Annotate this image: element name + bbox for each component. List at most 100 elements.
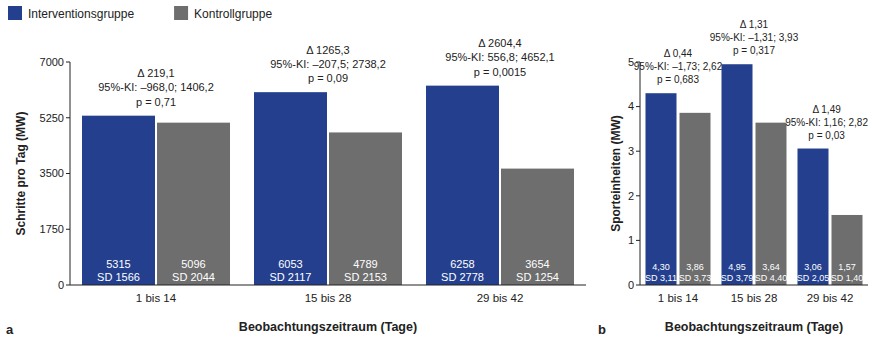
chart-b: 4,30SD 3,113,86SD 3,734,95SD 3,793,64SD … — [598, 19, 868, 337]
data-label: 3,86 — [686, 262, 704, 272]
annotation: 95%-KI: –207,5; 2738,2 — [270, 58, 386, 70]
bars — [646, 64, 863, 285]
x-tick-label: 29 bis 42 — [807, 292, 854, 304]
annotation: Δ 0,44 — [664, 48, 693, 59]
sd-label: SD 3,11 — [645, 273, 677, 283]
y-tick — [66, 285, 70, 286]
y-tick — [636, 285, 640, 286]
annotation: Δ 1,49 — [812, 104, 841, 115]
x-axis-line — [640, 285, 868, 286]
data-labels: 4,30SD 3,113,86SD 3,734,95SD 3,793,64SD … — [645, 262, 863, 283]
legend-label: Kontrollgruppe — [194, 7, 272, 21]
y-tick — [66, 62, 70, 63]
x-axis-label: Beobachtungszeitraum (Tage) — [665, 320, 843, 334]
x-tick-label: 15 bis 28 — [305, 292, 352, 304]
y-axis: 012345Sporteinheiten (MW) — [609, 56, 640, 291]
data-label: 5315 — [106, 258, 130, 270]
sd-label: SD 2044 — [172, 271, 215, 283]
y-tick — [66, 117, 70, 118]
y-tick — [636, 106, 640, 107]
annotation: p = 0,317 — [733, 45, 775, 56]
y-axis-label: Schritte pro Tag (MW) — [14, 112, 28, 236]
y-tick-label: 1 — [628, 234, 634, 246]
annotation: Δ 1265,3 — [306, 44, 349, 56]
sd-label: SD 1254 — [516, 271, 559, 283]
data-labels: 5315SD 15665096SD 20446053SD 21174789SD … — [97, 258, 559, 283]
y-tick — [636, 151, 640, 152]
x-axis: 1 bis 14 15 bis 28 29 bis 42 Beobachtungsze… — [640, 285, 868, 334]
annotation: 95%-KI: –1,73; 2,62 — [634, 61, 723, 72]
sd-label: SD 3,73 — [679, 273, 712, 283]
annotation: Δ 2604,4 — [478, 37, 521, 49]
y-axis-label: Sporteinheiten (MW) — [609, 115, 623, 232]
data-label: 6053 — [278, 258, 302, 270]
bars — [82, 86, 574, 285]
sd-label: SD 2117 — [270, 271, 312, 283]
bar — [646, 93, 677, 285]
annotation: p = 0,09 — [308, 72, 348, 84]
x-tick-label: 29 bis 42 — [477, 292, 524, 304]
bar — [756, 123, 787, 285]
annotation: 95%-KI: –1,31; 3,93 — [710, 32, 799, 43]
x-axis-line — [70, 285, 586, 286]
annotation: 95%-KI: –968,0; 1406,2 — [98, 81, 214, 93]
bar — [329, 132, 402, 285]
bar — [501, 169, 574, 285]
sd-label: SD 4,40 — [755, 273, 788, 283]
data-label: 6258 — [450, 258, 474, 270]
x-tick-label: 1 bis 14 — [136, 292, 177, 304]
y-tick-label: 0 — [58, 279, 64, 291]
legend-label: Interventionsgruppe — [28, 7, 134, 21]
bar — [722, 64, 753, 285]
y-tick-label: 4 — [628, 100, 634, 112]
data-label: 4,30 — [652, 262, 670, 272]
y-tick-label: 2 — [628, 190, 634, 202]
y-tick-label: 1750 — [40, 223, 64, 235]
bar — [82, 116, 155, 285]
x-tick-label: 1 bis 14 — [658, 292, 699, 304]
y-tick-label: 7000 — [40, 56, 64, 68]
sd-label: SD 2153 — [344, 271, 387, 283]
panel-label: b — [598, 322, 606, 337]
data-label: 3654 — [525, 258, 549, 270]
annotation: p = 0,0015 — [474, 66, 526, 78]
y-tick-label: 3500 — [40, 167, 64, 179]
data-label: 5096 — [181, 258, 205, 270]
y-tick — [636, 240, 640, 241]
data-label: 4789 — [353, 258, 377, 270]
sd-label: SD 3,79 — [721, 273, 754, 283]
data-label: 3,64 — [762, 262, 780, 272]
legend-swatch — [8, 6, 22, 20]
x-tick-label: 15 bis 28 — [731, 292, 778, 304]
legend-swatch — [174, 6, 188, 20]
x-axis-label: Beobachtungszeitraum (Tage) — [239, 320, 417, 334]
data-label: 3,06 — [804, 262, 822, 272]
bar — [426, 86, 499, 285]
sd-label: SD 1,40 — [831, 273, 864, 283]
annotations: Δ 0,44 95%-KI: –1,73; 2,62 p = 0,683 Δ 1,31… — [634, 19, 869, 140]
y-tick-label: 0 — [628, 279, 634, 291]
legend: Interventionsgruppe Kontrollgruppe — [8, 6, 272, 21]
sd-label: SD 1566 — [97, 271, 140, 283]
annotation: Δ 1,31 — [740, 19, 769, 30]
bar — [798, 149, 829, 285]
y-tick — [66, 229, 70, 230]
bar — [680, 113, 711, 285]
annotations: Δ 219,195%-KI: –968,0; 1406,2p = 0,71Δ 1… — [98, 37, 555, 108]
y-tick — [636, 195, 640, 196]
y-axis-line — [640, 62, 641, 285]
y-tick — [66, 173, 70, 174]
annotation: 95%-KI: 1,16; 2,82 — [785, 117, 868, 128]
annotation: 95%-KI: 556,8; 4652,1 — [445, 51, 554, 63]
annotation: p = 0,03 — [808, 130, 845, 141]
data-label: 1,57 — [838, 262, 856, 272]
sd-label: SD 2778 — [441, 271, 484, 283]
y-tick-label: 5250 — [40, 112, 64, 124]
bar — [832, 215, 863, 285]
annotation: p = 0,683 — [657, 74, 699, 85]
annotation: p = 0,71 — [136, 96, 176, 108]
x-axis: 1 bis 14 15 bis 28 29 bis 42 Beobachtungsze… — [70, 285, 586, 334]
sd-label: SD 2,05 — [797, 273, 830, 283]
bar — [157, 123, 230, 285]
bar — [254, 92, 327, 285]
